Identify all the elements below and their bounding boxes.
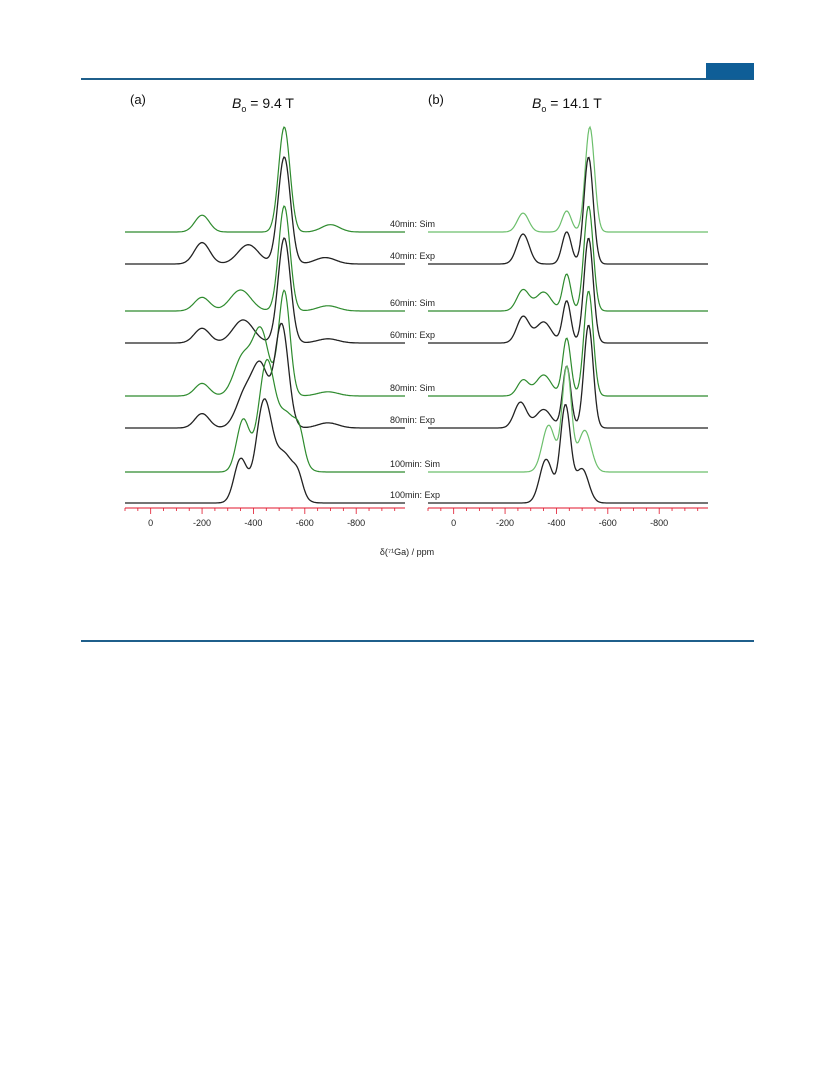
trace-b-3 — [428, 205, 708, 312]
panel-a-label: (a) — [130, 92, 146, 107]
trace-a-3 — [125, 205, 405, 312]
trace-a-6 — [125, 322, 405, 429]
trace-b-1 — [428, 125, 708, 233]
trace-b-4 — [428, 237, 708, 344]
trace-a-1 — [125, 126, 405, 233]
tick-label: -400 — [244, 518, 262, 528]
trace-label: 80min: Sim — [390, 383, 435, 393]
trace-a-4 — [125, 237, 405, 344]
panel-b-label: (b) — [428, 92, 444, 107]
panel-b-x-axis: 0 -200 -400 -600 -800 — [427, 507, 708, 528]
panel-b-title: Bo = 14.1 T — [532, 95, 602, 114]
figure-bottom-rule — [81, 640, 754, 642]
trace-b-7 — [428, 365, 708, 473]
header-rule — [81, 78, 754, 80]
tick-label: -200 — [193, 518, 211, 528]
header-tab — [706, 63, 754, 79]
trace-label: 100min: Sim — [390, 459, 440, 469]
panel-b: (b) Bo = 14.1 T 0 -200 -400 -600 -800 — [427, 92, 708, 528]
trace-labels: 40min: Sim 40min: Exp 60min: Sim 60min: Exp… — [390, 219, 440, 500]
trace-b-2 — [428, 156, 708, 265]
panel-b-traces — [428, 125, 708, 504]
x-axis-label: δ(⁷¹Ga) / ppm — [380, 547, 434, 557]
trace-label: 40min: Exp — [390, 251, 435, 261]
trace-label: 60min: Exp — [390, 330, 435, 340]
tick-label: 0 — [451, 518, 456, 528]
panel-a-x-axis: 0 -200 -400 -600 -800 — [124, 507, 405, 528]
trace-b-5 — [428, 290, 708, 397]
trace-b-8 — [428, 404, 708, 504]
tick-label: -800 — [347, 518, 365, 528]
trace-a-5 — [125, 289, 405, 397]
trace-label: 40min: Sim — [390, 219, 435, 229]
trace-a-7 — [125, 358, 405, 473]
trace-a-8 — [125, 398, 405, 504]
tick-label: -600 — [599, 518, 617, 528]
panel-a-traces — [125, 126, 405, 504]
tick-label: 0 — [148, 518, 153, 528]
tick-label: -200 — [496, 518, 514, 528]
panel-a: (a) Bo = 9.4 T 0 -200 -400 -600 -800 — [124, 92, 405, 528]
tick-label: -800 — [650, 518, 668, 528]
tick-label: -600 — [296, 518, 314, 528]
tick-label: -400 — [547, 518, 565, 528]
trace-label: 80min: Exp — [390, 415, 435, 425]
trace-label: 100min: Exp — [390, 490, 440, 500]
panel-a-title: Bo = 9.4 T — [232, 95, 294, 114]
trace-a-2 — [125, 156, 405, 265]
trace-label: 60min: Sim — [390, 298, 435, 308]
